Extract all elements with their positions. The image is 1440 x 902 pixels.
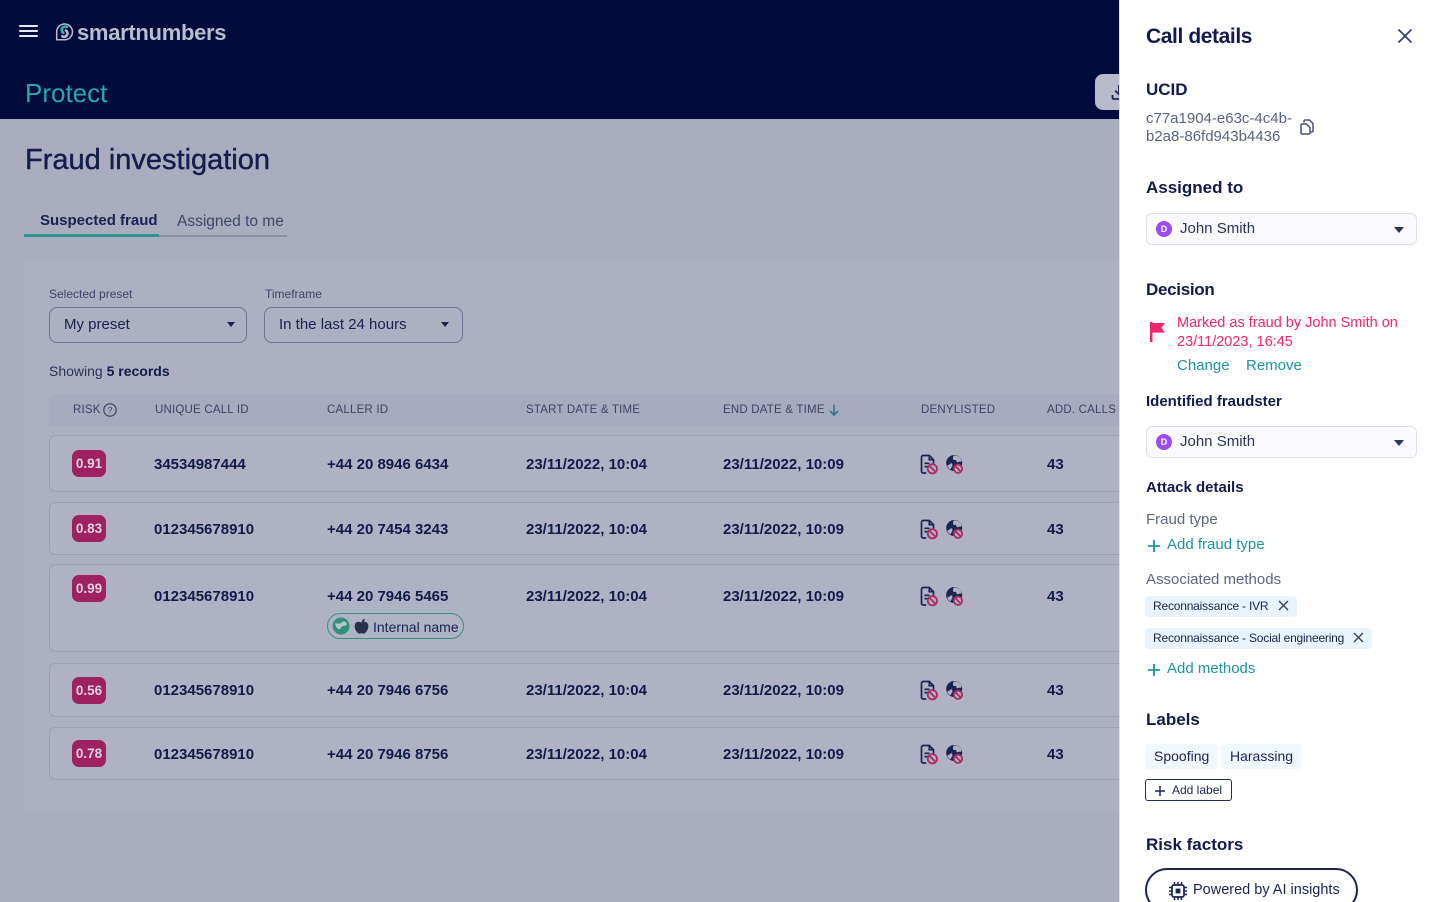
svg-text:?: ?: [108, 405, 113, 415]
